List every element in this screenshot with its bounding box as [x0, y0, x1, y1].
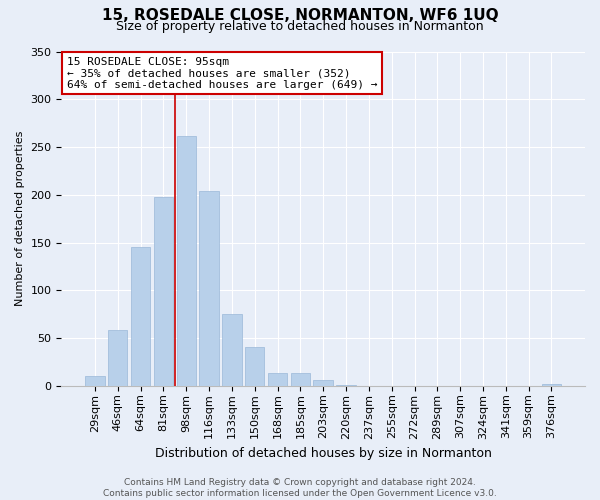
- X-axis label: Distribution of detached houses by size in Normanton: Distribution of detached houses by size …: [155, 447, 491, 460]
- Bar: [222, 314, 242, 386]
- Bar: [131, 248, 150, 386]
- Bar: [337, 385, 356, 386]
- Bar: [245, 346, 265, 386]
- Text: 15, ROSEDALE CLOSE, NORMANTON, WF6 1UQ: 15, ROSEDALE CLOSE, NORMANTON, WF6 1UQ: [101, 8, 499, 22]
- Bar: [154, 196, 173, 386]
- Bar: [85, 376, 104, 386]
- Bar: [542, 384, 561, 386]
- Bar: [290, 372, 310, 386]
- Bar: [313, 380, 333, 386]
- Text: 15 ROSEDALE CLOSE: 95sqm
← 35% of detached houses are smaller (352)
64% of semi-: 15 ROSEDALE CLOSE: 95sqm ← 35% of detach…: [67, 56, 377, 90]
- Bar: [108, 330, 127, 386]
- Text: Size of property relative to detached houses in Normanton: Size of property relative to detached ho…: [116, 20, 484, 33]
- Bar: [176, 136, 196, 386]
- Text: Contains HM Land Registry data © Crown copyright and database right 2024.
Contai: Contains HM Land Registry data © Crown c…: [103, 478, 497, 498]
- Y-axis label: Number of detached properties: Number of detached properties: [15, 131, 25, 306]
- Bar: [199, 191, 219, 386]
- Bar: [268, 374, 287, 386]
